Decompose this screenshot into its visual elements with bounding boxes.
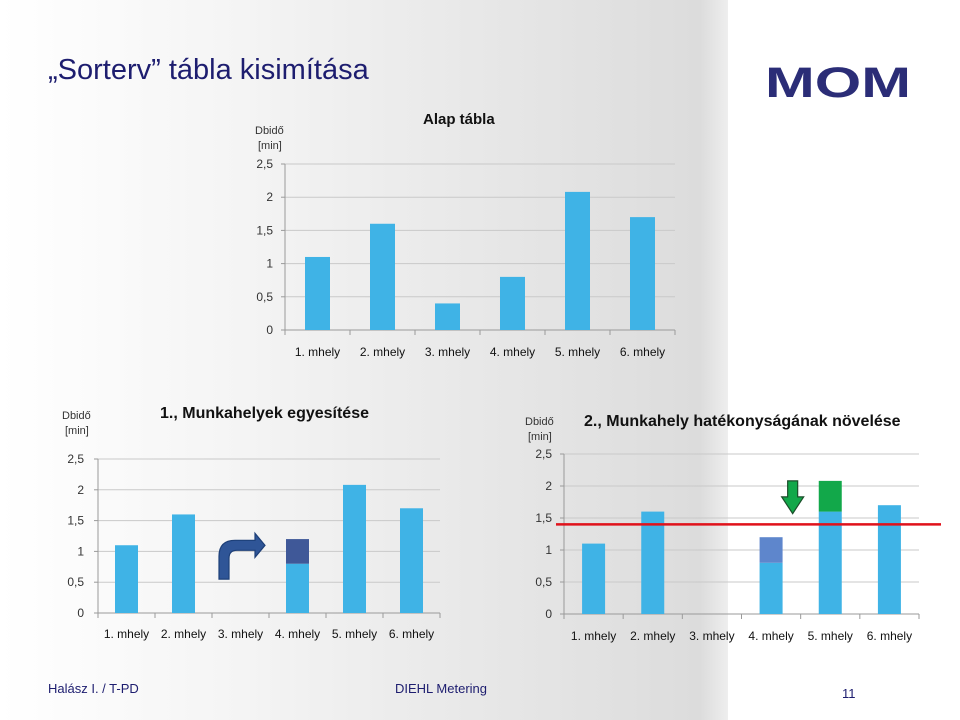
chart-hatekonysag-novelese: 0 0,5 1 1,5 2 2,5 1. mhely 2. mhely 3. mhely 4. m… (525, 413, 941, 643)
bar-base-1 (115, 545, 138, 613)
y-tick-label: 2 (77, 483, 84, 497)
x-category-label: 1. mhely (295, 345, 340, 359)
chart-munkahelyek-egyesitese: 0 0,5 1 1,5 2 2,5 1. mhely 2. mhely 3. mhely 4. m… (62, 405, 441, 641)
y-tick-label: 0 (545, 607, 552, 621)
x-category-label: 2. mhely (630, 629, 675, 643)
page-number: 11 (842, 686, 856, 701)
y-tick-label: 2 (545, 479, 552, 493)
bar-base-6 (630, 217, 655, 330)
y-tick-label: 1 (545, 543, 552, 557)
y-tick-label: 0 (266, 323, 273, 337)
down-arrow-icon (780, 480, 805, 515)
bar-base-2 (641, 511, 665, 614)
chart-title: 1., Munkahelyek egyesítése (160, 405, 369, 422)
x-category-label: 2. mhely (161, 627, 206, 641)
y-tick-label: 0,5 (67, 575, 84, 589)
x-category-label: 1. mhely (104, 627, 149, 641)
y-tick-label: 1,5 (535, 511, 552, 525)
y-axis-label-line1: Dbidő (62, 410, 91, 422)
chart-title: Alap tábla (423, 111, 495, 128)
x-category-label: 2. mhely (360, 345, 405, 359)
x-category-label: 4. mhely (275, 627, 320, 641)
mom-logo-text: MOM (765, 64, 911, 100)
x-category-label: 3. mhely (689, 629, 734, 643)
y-tick-label: 2,5 (535, 447, 552, 461)
x-category-label: 6. mhely (620, 345, 665, 359)
bar-base-5 (343, 484, 366, 613)
x-category-label: 5. mhely (332, 627, 377, 641)
footer-author: Halász I. / T-PD (48, 681, 139, 696)
x-category-label: 4. mhely (748, 629, 793, 643)
y-tick-label: 2,5 (256, 157, 273, 171)
bar-base-4 (500, 276, 525, 330)
bar-base-1 (305, 256, 330, 330)
slide-title: „Sorterv” tábla kisimítása (48, 54, 369, 86)
bar-moved-4 (286, 539, 309, 564)
x-category-label: 3. mhely (218, 627, 263, 641)
y-tick-label: 0,5 (256, 290, 273, 304)
x-category-label: 4. mhely (490, 345, 535, 359)
chart-alap-tabla: 0 0,5 1 1,5 2 2,5 1. mhely 2. mhely 3. mhely 4. m… (255, 111, 676, 359)
bar-base-6 (877, 505, 901, 614)
y-axis-label-line1: Dbidő (525, 416, 554, 428)
y-tick-label: 1 (77, 544, 84, 558)
bar-base-5 (818, 511, 842, 614)
bar-base-5 (565, 191, 590, 330)
y-tick-label: 2,5 (67, 452, 84, 466)
footer-company: DIEHL Metering (395, 681, 487, 696)
chart-title: 2., Munkahely hatékonyságának növelése (584, 413, 901, 430)
bar-base-3 (435, 303, 460, 330)
y-axis-label-line1: Dbidő (255, 125, 284, 137)
x-category-label: 1. mhely (571, 629, 616, 643)
x-category-label: 5. mhely (808, 629, 853, 643)
y-axis-label-line2: [min] (528, 431, 552, 443)
y-tick-label: 0 (77, 606, 84, 620)
x-category-label: 3. mhely (425, 345, 470, 359)
bar-base-4 (286, 563, 309, 613)
curved-arrow-icon (218, 531, 266, 580)
bar-reduced-5 (818, 480, 842, 512)
bar-moved-4 (759, 537, 783, 563)
y-axis-label-line2: [min] (65, 425, 89, 437)
y-tick-label: 1,5 (67, 514, 84, 528)
curved-arrow-shape (218, 531, 266, 580)
x-category-label: 5. mhely (555, 345, 600, 359)
bar-base-4 (759, 562, 783, 614)
slide-background-divider (700, 0, 728, 720)
bar-base-6 (400, 508, 423, 613)
y-tick-label: 1,5 (256, 223, 273, 237)
y-tick-label: 1 (266, 257, 273, 271)
y-tick-label: 0,5 (535, 575, 552, 589)
bar-base-1 (582, 543, 606, 614)
y-tick-label: 2 (266, 190, 273, 204)
bar-base-2 (172, 514, 195, 613)
x-category-label: 6. mhely (389, 627, 434, 641)
mom-logo: MOM (765, 64, 911, 100)
bar-base-2 (370, 223, 395, 330)
x-category-label: 6. mhely (867, 629, 912, 643)
y-axis-label-line2: [min] (258, 140, 282, 152)
